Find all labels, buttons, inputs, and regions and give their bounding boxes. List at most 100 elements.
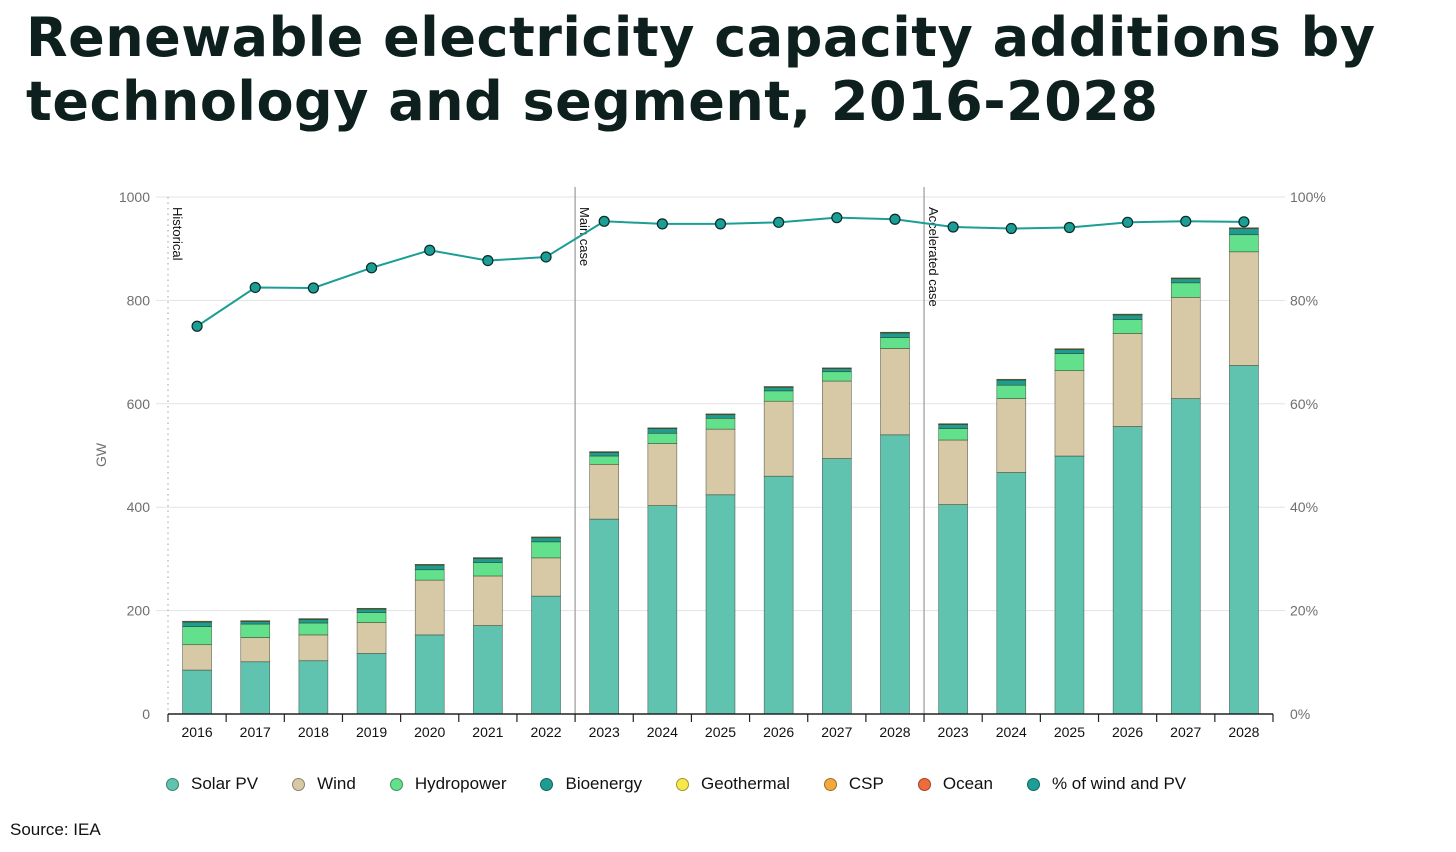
bar-segment	[240, 623, 271, 638]
bar-segment	[938, 428, 968, 441]
y2-tick-label: 80%	[1290, 292, 1318, 308]
bar-segment	[414, 579, 445, 636]
chart-title: Renewable electricity capacity additions…	[26, 6, 1376, 133]
y-tick-label: 1000	[119, 189, 150, 205]
bar-segment	[182, 620, 212, 623]
bar-segment	[1054, 455, 1085, 715]
bar-segment	[182, 621, 212, 627]
bar-segment	[414, 634, 445, 715]
x-tick-label: 2026	[763, 724, 794, 740]
bar-segment	[1170, 282, 1201, 298]
share-line-point	[540, 251, 552, 263]
y-tick-label: 0	[142, 706, 150, 722]
segment-dividers: Historical Main case Accelerated case	[170, 187, 941, 714]
bar-segment	[880, 331, 910, 334]
bar-segment	[763, 390, 794, 402]
bar-segment	[647, 505, 678, 715]
bar-segment	[880, 332, 910, 338]
bar-segment	[763, 386, 794, 388]
bar-segment	[996, 378, 1027, 381]
share-line-point	[1238, 216, 1250, 228]
legend-item: Hydropower	[389, 774, 507, 794]
y2-tick-label: 60%	[1290, 396, 1318, 412]
share-line-point	[482, 254, 494, 267]
bar-segment	[705, 428, 736, 496]
legend-item: Wind	[292, 774, 356, 794]
bar-segment	[240, 661, 271, 715]
bar-segment	[531, 536, 561, 538]
legend-item: CSP	[823, 774, 884, 794]
bar-segment	[1229, 227, 1259, 229]
bar-segment	[298, 622, 329, 636]
share-line-point	[831, 212, 843, 224]
legend-swatch	[1026, 777, 1040, 791]
bar-segment	[763, 400, 794, 477]
share-line-point	[365, 262, 378, 274]
legend-label: Hydropower	[414, 774, 507, 793]
share-line-point	[249, 281, 261, 294]
bar-segment	[1054, 353, 1085, 372]
bar-segment	[822, 458, 852, 715]
bar-segment	[589, 463, 619, 520]
legend-item: Solar PV	[166, 774, 258, 794]
bar-segment	[705, 413, 736, 415]
bar-segment	[880, 337, 910, 349]
x-tick-label: 2024	[647, 724, 678, 740]
share-line-point	[947, 221, 959, 233]
bar-segment	[356, 608, 387, 613]
x-tick-label: 2028	[879, 724, 910, 740]
x-tick-label: 2026	[1112, 724, 1143, 740]
bar-segment	[182, 669, 212, 715]
x-tick-label: 2019	[356, 724, 387, 740]
legend-item: Ocean	[917, 774, 993, 794]
bar-segment	[1112, 314, 1143, 320]
bar-segment	[822, 371, 852, 382]
bar-segment	[531, 557, 561, 597]
bar-segment	[996, 398, 1027, 473]
x-tick-label: 2023	[589, 724, 620, 740]
x-tick-label: 2017	[240, 724, 271, 740]
bar-segment	[822, 380, 852, 459]
bar-segment	[1112, 333, 1143, 427]
legend-swatch	[292, 777, 306, 791]
bar-segment	[240, 637, 271, 663]
share-line-point	[889, 213, 901, 225]
legend-swatch	[676, 777, 690, 791]
legend-label: Bioenergy	[565, 774, 643, 793]
bar-segment	[938, 504, 968, 715]
legend-swatch	[823, 777, 837, 791]
share-line-point	[598, 215, 610, 227]
bar-segment	[822, 368, 852, 373]
bar-segment	[1112, 313, 1143, 316]
bar-segment	[705, 417, 736, 430]
share-line-point	[714, 218, 727, 230]
bar-segment	[240, 621, 271, 625]
share-line-point	[307, 282, 319, 294]
share-line-point	[1063, 221, 1076, 234]
bar-segment	[1054, 349, 1085, 354]
legend-label: Ocean	[942, 774, 993, 793]
legend-label: CSP	[848, 774, 884, 793]
bar-segment	[298, 619, 329, 624]
bar-segment	[996, 472, 1027, 715]
bar-segment	[1054, 348, 1085, 350]
legend-swatch	[166, 777, 179, 791]
y2-tick-label: 40%	[1290, 499, 1318, 515]
y-axis-label: GW	[93, 442, 109, 467]
legend-item: Bioenergy	[540, 774, 642, 794]
share-line-point	[424, 244, 436, 256]
share-line	[191, 212, 1250, 332]
bar-segment	[589, 452, 619, 457]
bar-segment	[473, 625, 503, 715]
bar-segment	[182, 626, 212, 646]
y2-tick-label: 20%	[1290, 603, 1318, 619]
bar-segment	[880, 434, 910, 715]
bar-segment	[473, 558, 503, 563]
bar-segment	[589, 455, 619, 465]
bar-segment	[822, 367, 852, 369]
share-line-point	[191, 320, 203, 332]
x-tick-label: 2016	[182, 724, 213, 740]
segment-label: Main case	[577, 207, 592, 266]
bar-segment	[473, 575, 503, 626]
bar-segment	[647, 428, 678, 434]
